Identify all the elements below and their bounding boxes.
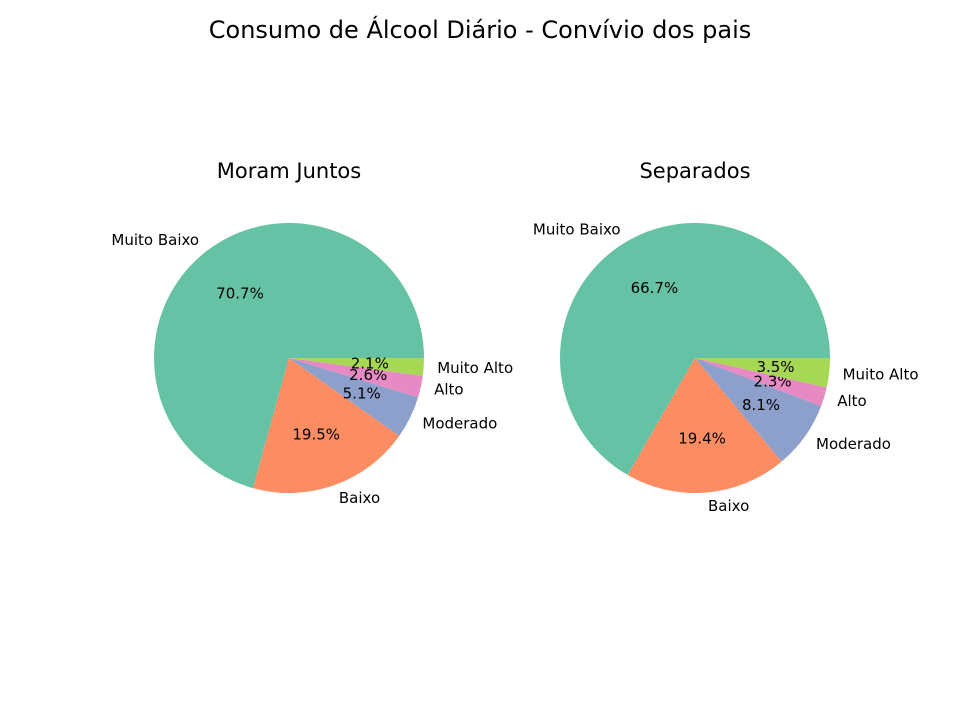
slice-percent-baixo: 19.4%	[678, 430, 726, 448]
slice-label-moderado: Moderado	[422, 414, 497, 432]
slice-percent-moderado: 8.1%	[742, 396, 780, 414]
slice-label-baixo: Baixo	[708, 497, 749, 515]
slice-label-moderado: Moderado	[816, 435, 891, 453]
slice-percent-muito-baixo: 66.7%	[631, 279, 679, 297]
slice-percent-muito-alto: 3.5%	[756, 358, 794, 376]
slice-percent-moderado: 5.1%	[343, 385, 381, 403]
slice-label-baixo: Baixo	[339, 489, 380, 507]
pie-chart-moram-juntos: Moram Juntos Muito Baixo70.7%Baixo19.5%M…	[111, 159, 513, 507]
pie-chart-separados: Separados Muito Baixo 66.7% Baixo 19.4% Mode…	[533, 159, 919, 515]
slice-label-alto: Alto	[434, 381, 464, 399]
pie-slice-muito-alto	[289, 358, 424, 376]
slice-percent-muito-baixo: 70.7%	[216, 285, 264, 303]
pie-title-separados: Separados	[639, 159, 750, 183]
slice-percent-muito-alto: 2.1%	[351, 354, 389, 372]
pie-slices-separados: Muito Baixo 66.7% Baixo 19.4% Moderado 8.1% Al…	[533, 221, 919, 515]
slice-percent-alto: 2.6%	[349, 366, 387, 384]
pie-title-moram-juntos: Moram Juntos	[217, 159, 361, 183]
figure-title: Consumo de Álcool Diário - Convívio dos …	[209, 15, 752, 44]
pie-slice-baixo	[627, 358, 782, 493]
pie-slice-baixo	[252, 358, 400, 493]
slice-label-muito-baixo: Muito Baixo	[533, 221, 621, 239]
pie-slice-moderado	[695, 358, 822, 462]
slice-percent-baixo: 19.5%	[292, 425, 340, 443]
pie-slice-muito-alto	[695, 358, 830, 388]
pie-slice-muito-baixo	[559, 222, 830, 476]
pie-slice-moderado	[289, 358, 419, 436]
pie-slice-alto	[289, 358, 423, 398]
slice-label-alto: Alto	[837, 392, 867, 410]
slice-label-muito-alto: Muito Alto	[437, 359, 513, 377]
pie-slice-muito-baixo	[153, 222, 424, 489]
pie-slices-moram-juntos: Muito Baixo 70.7% Baixo 19.5% Moderado 5.1% Al…	[111, 222, 513, 507]
slice-label-muito-baixo: Muito Baixo	[111, 231, 199, 249]
pie-slice-alto	[695, 358, 827, 407]
slice-label-muito-alto: Muito Alto	[843, 365, 919, 383]
